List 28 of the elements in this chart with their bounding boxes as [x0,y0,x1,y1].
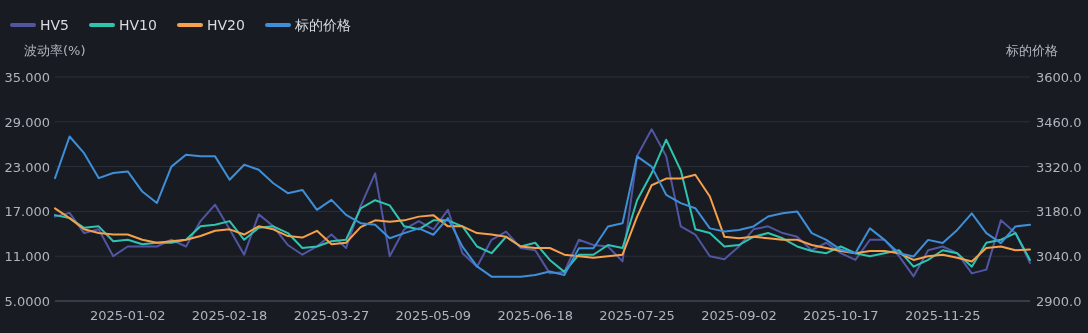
y2-tick-label: 2900.0 [1036,294,1082,309]
y-tick-label: 17.000 [4,204,50,220]
x-tick-label: 2025-03-27 [293,308,370,323]
y2-tick-label: 3600.0 [1036,70,1082,85]
x-tick-label: 2025-10-17 [803,308,879,323]
x-tick-label: 2025-07-25 [599,308,675,323]
y2-axis-title: 标的价格 [1005,43,1058,58]
legend-label: HV5 [40,17,70,33]
y-tick-label: 35.000 [4,70,50,85]
y-tick-label: 5.0000 [4,294,50,309]
line-series [54,173,1031,263]
y-tick-label: 29.000 [4,114,50,130]
y2-tick-label: 3040.0 [1036,249,1082,265]
y-tick-label: 23.000 [4,159,50,175]
x-tick-label: 2025-06-18 [497,308,574,323]
legend-label: 标的价格 [294,17,351,33]
y2-tick-label: 3180.0 [1036,204,1082,220]
x-tick-label: 2025-01-02 [89,308,166,323]
y2-tick-label: 3320.0 [1036,159,1082,175]
y2-tick-label: 3460.0 [1036,114,1082,130]
x-tick-label: 2025-11-25 [904,308,981,323]
x-tick-label: 2025-02-18 [191,308,268,323]
legend-label: HV20 [207,17,245,33]
y-axis-title: 波动率(%) [24,43,86,58]
x-tick-label: 2025-09-02 [701,308,777,323]
y-tick-label: 11.000 [4,249,50,265]
legend-label: HV10 [119,17,157,33]
x-tick-label: 2025-05-09 [395,308,472,323]
